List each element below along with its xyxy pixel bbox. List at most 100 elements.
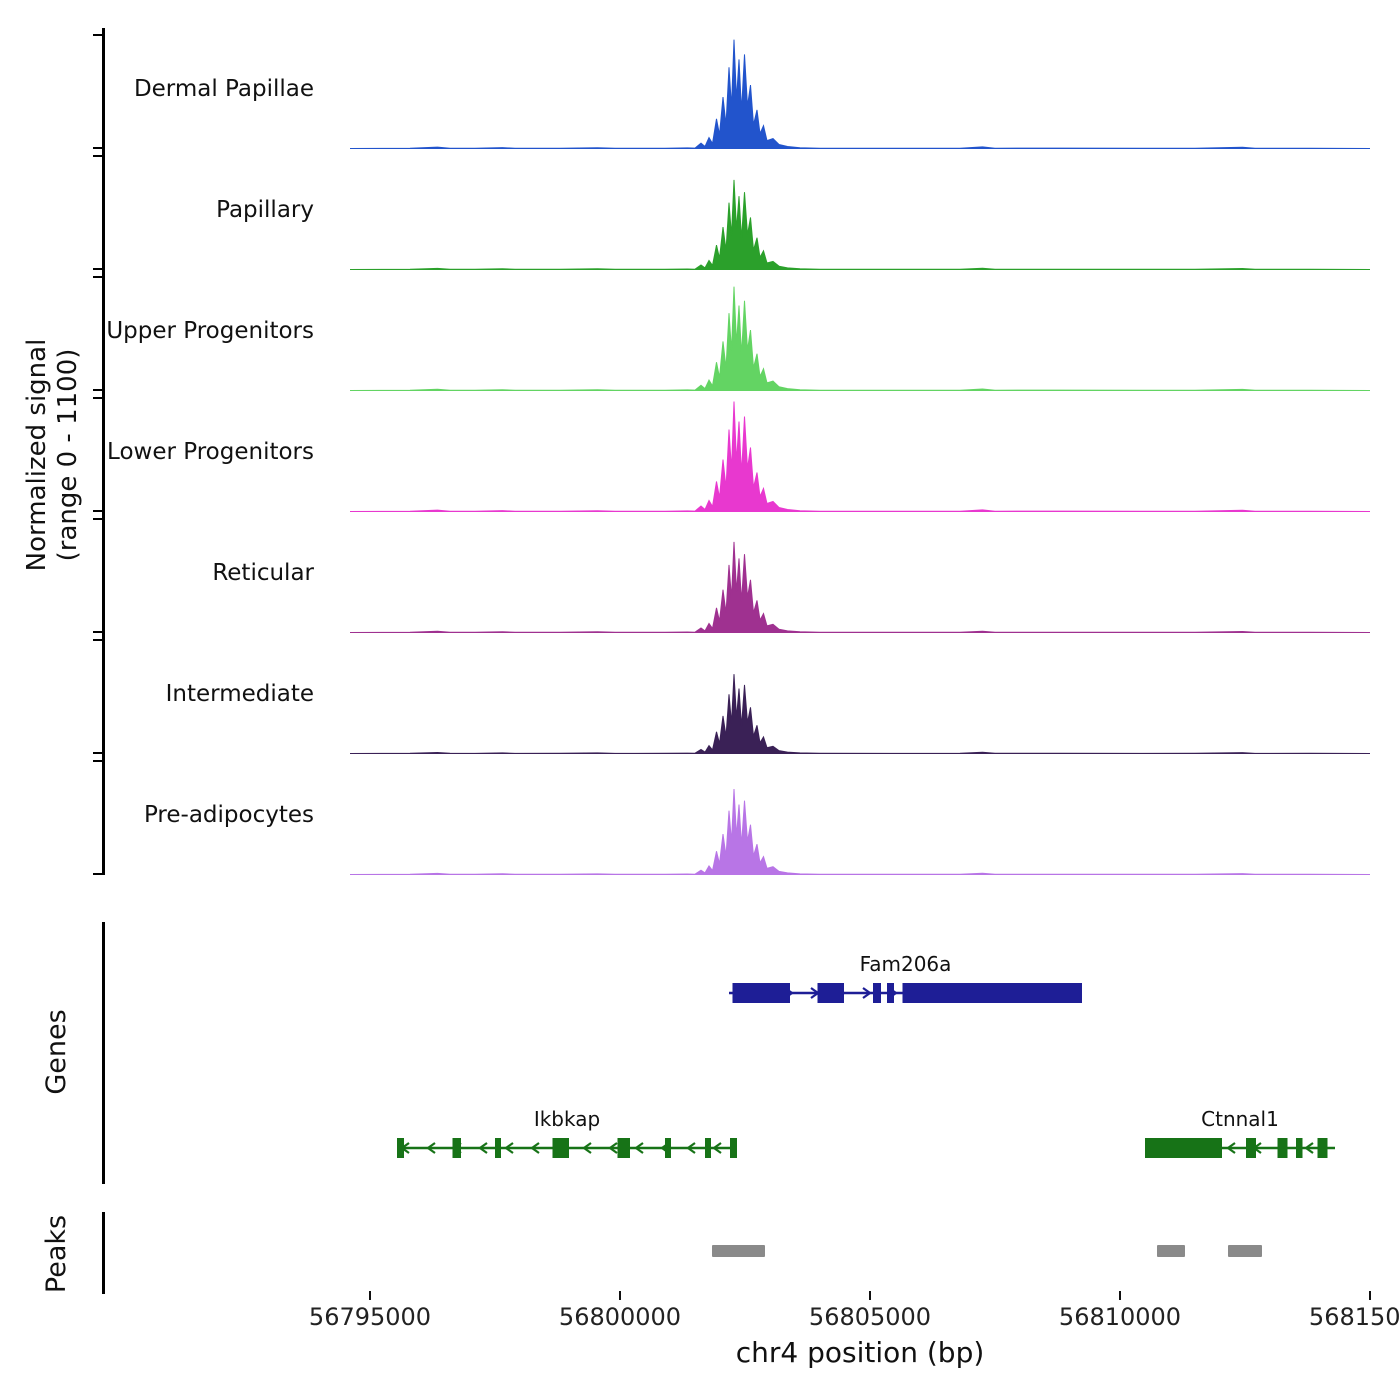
signal-area — [350, 286, 1370, 391]
track-label: Papillary — [216, 196, 314, 223]
signal-area — [350, 179, 1370, 270]
exon-box — [817, 983, 844, 1003]
exon-box — [732, 983, 790, 1003]
track-label: Dermal Papillae — [133, 75, 314, 102]
genes-section-label: Genes — [41, 1009, 72, 1095]
strand-arrow-left-icon — [1304, 1142, 1314, 1154]
exon-box — [617, 1138, 630, 1158]
exon-box — [730, 1138, 737, 1158]
y-axis-tick — [93, 752, 102, 754]
y-axis-tick — [93, 518, 102, 520]
exon-box — [1246, 1138, 1256, 1158]
y-axis-tick — [93, 873, 102, 875]
y-axis-tick — [93, 155, 102, 157]
signal-plot — [350, 541, 1370, 633]
y-axis-tick — [93, 389, 102, 391]
x-axis-label: chr4 position (bp) — [735, 1336, 985, 1369]
strand-arrow-left-icon — [504, 1142, 514, 1154]
signal-track-row: Dermal Papillae — [0, 28, 1400, 149]
signal-area — [350, 39, 1370, 149]
signal-area — [350, 788, 1370, 875]
y-axis-tick — [93, 276, 102, 278]
exon-box — [552, 1138, 569, 1158]
exon-box — [1317, 1138, 1328, 1158]
signal-track-row: Lower Progenitors — [0, 391, 1400, 512]
signal-area — [350, 674, 1370, 754]
x-axis-tick-label: 56805000 — [808, 1303, 932, 1331]
track-label: Lower Progenitors — [107, 438, 314, 465]
peaks-section-label: Peaks — [41, 1214, 72, 1294]
track-label: Pre-adipocytes — [143, 801, 314, 828]
signal-tracks: Dermal Papillae Papillary Upper Progenitor… — [0, 28, 1400, 875]
strand-arrow-left-icon — [608, 1142, 618, 1154]
strand-arrow-left-icon — [426, 1142, 436, 1154]
peaks-track — [712, 1245, 1262, 1257]
strand-arrow-left-icon — [478, 1142, 488, 1154]
genes-track: Fam206a Ikbkap Ctnnal1 — [397, 952, 1335, 1158]
signal-track-row: Papillary — [0, 149, 1400, 270]
signal-track-row: Intermediate — [0, 633, 1400, 754]
signal-plot — [350, 179, 1370, 270]
peak-region — [1157, 1245, 1185, 1257]
exon-box — [665, 1138, 671, 1158]
signal-plot — [350, 674, 1370, 754]
y-axis-tick — [93, 639, 102, 641]
strand-arrow-left-icon — [634, 1142, 644, 1154]
gene-name: Fam206a — [860, 952, 952, 976]
y-axis-tick — [93, 760, 102, 762]
x-axis-tick — [369, 1291, 371, 1300]
signal-plot — [350, 401, 1370, 512]
track-label: Upper Progenitors — [106, 317, 314, 344]
exon-box — [1277, 1138, 1288, 1158]
strand-arrow-left-icon — [686, 1142, 696, 1154]
gene-name: Ctnnal1 — [1201, 1107, 1279, 1131]
x-axis-tick-label: 56800000 — [558, 1303, 682, 1331]
exon-box — [452, 1138, 461, 1158]
signal-plot — [350, 788, 1370, 875]
exon-box — [902, 983, 1082, 1003]
strand-arrow-right-icon — [862, 987, 872, 999]
signal-area — [350, 401, 1370, 512]
peaks-axis-spine — [102, 1212, 105, 1294]
exon-box — [1145, 1138, 1222, 1158]
signal-track-row: Pre-adipocytes — [0, 754, 1400, 875]
x-axis-tick-label: 56815000 — [1308, 1303, 1400, 1331]
gene-model: Ikbkap — [397, 1107, 737, 1158]
exon-box — [705, 1138, 711, 1158]
exon-box — [887, 983, 894, 1003]
exon-box — [495, 1138, 501, 1158]
signal-track-row: Reticular — [0, 512, 1400, 633]
exon-box — [1296, 1138, 1303, 1158]
track-label: Intermediate — [165, 680, 314, 707]
signal-plot — [350, 286, 1370, 391]
y-axis-tick — [93, 268, 102, 270]
gene-model: Ctnnal1 — [1145, 1107, 1335, 1158]
signal-axis-spine — [102, 28, 105, 875]
y-axis-tick — [93, 397, 102, 399]
strand-arrow-left-icon — [1226, 1142, 1236, 1154]
gene-model: Fam206a — [729, 952, 1082, 1003]
x-axis-tick — [1369, 1291, 1371, 1300]
track-label: Reticular — [212, 559, 314, 586]
y-axis-tick — [93, 510, 102, 512]
gene-name: Ikbkap — [534, 1107, 600, 1131]
strand-arrow-left-icon — [530, 1142, 540, 1154]
peak-region — [712, 1245, 765, 1257]
y-axis-tick — [93, 631, 102, 633]
y-axis-tick — [93, 147, 102, 149]
exon-box — [873, 983, 881, 1003]
strand-arrow-left-icon — [582, 1142, 592, 1154]
x-axis-tick-label: 56795000 — [308, 1303, 432, 1331]
x-axis-tick-label: 56810000 — [1058, 1303, 1182, 1331]
genes-axis-spine — [102, 922, 105, 1184]
x-axis-tick — [1119, 1291, 1121, 1300]
signal-area — [350, 541, 1370, 633]
peak-region — [1228, 1245, 1262, 1257]
y-axis-tick — [93, 34, 102, 36]
exon-box — [397, 1138, 404, 1158]
x-axis-tick — [869, 1291, 871, 1300]
signal-track-row: Upper Progenitors — [0, 270, 1400, 391]
x-axis-tick — [619, 1291, 621, 1300]
signal-plot — [350, 39, 1370, 149]
